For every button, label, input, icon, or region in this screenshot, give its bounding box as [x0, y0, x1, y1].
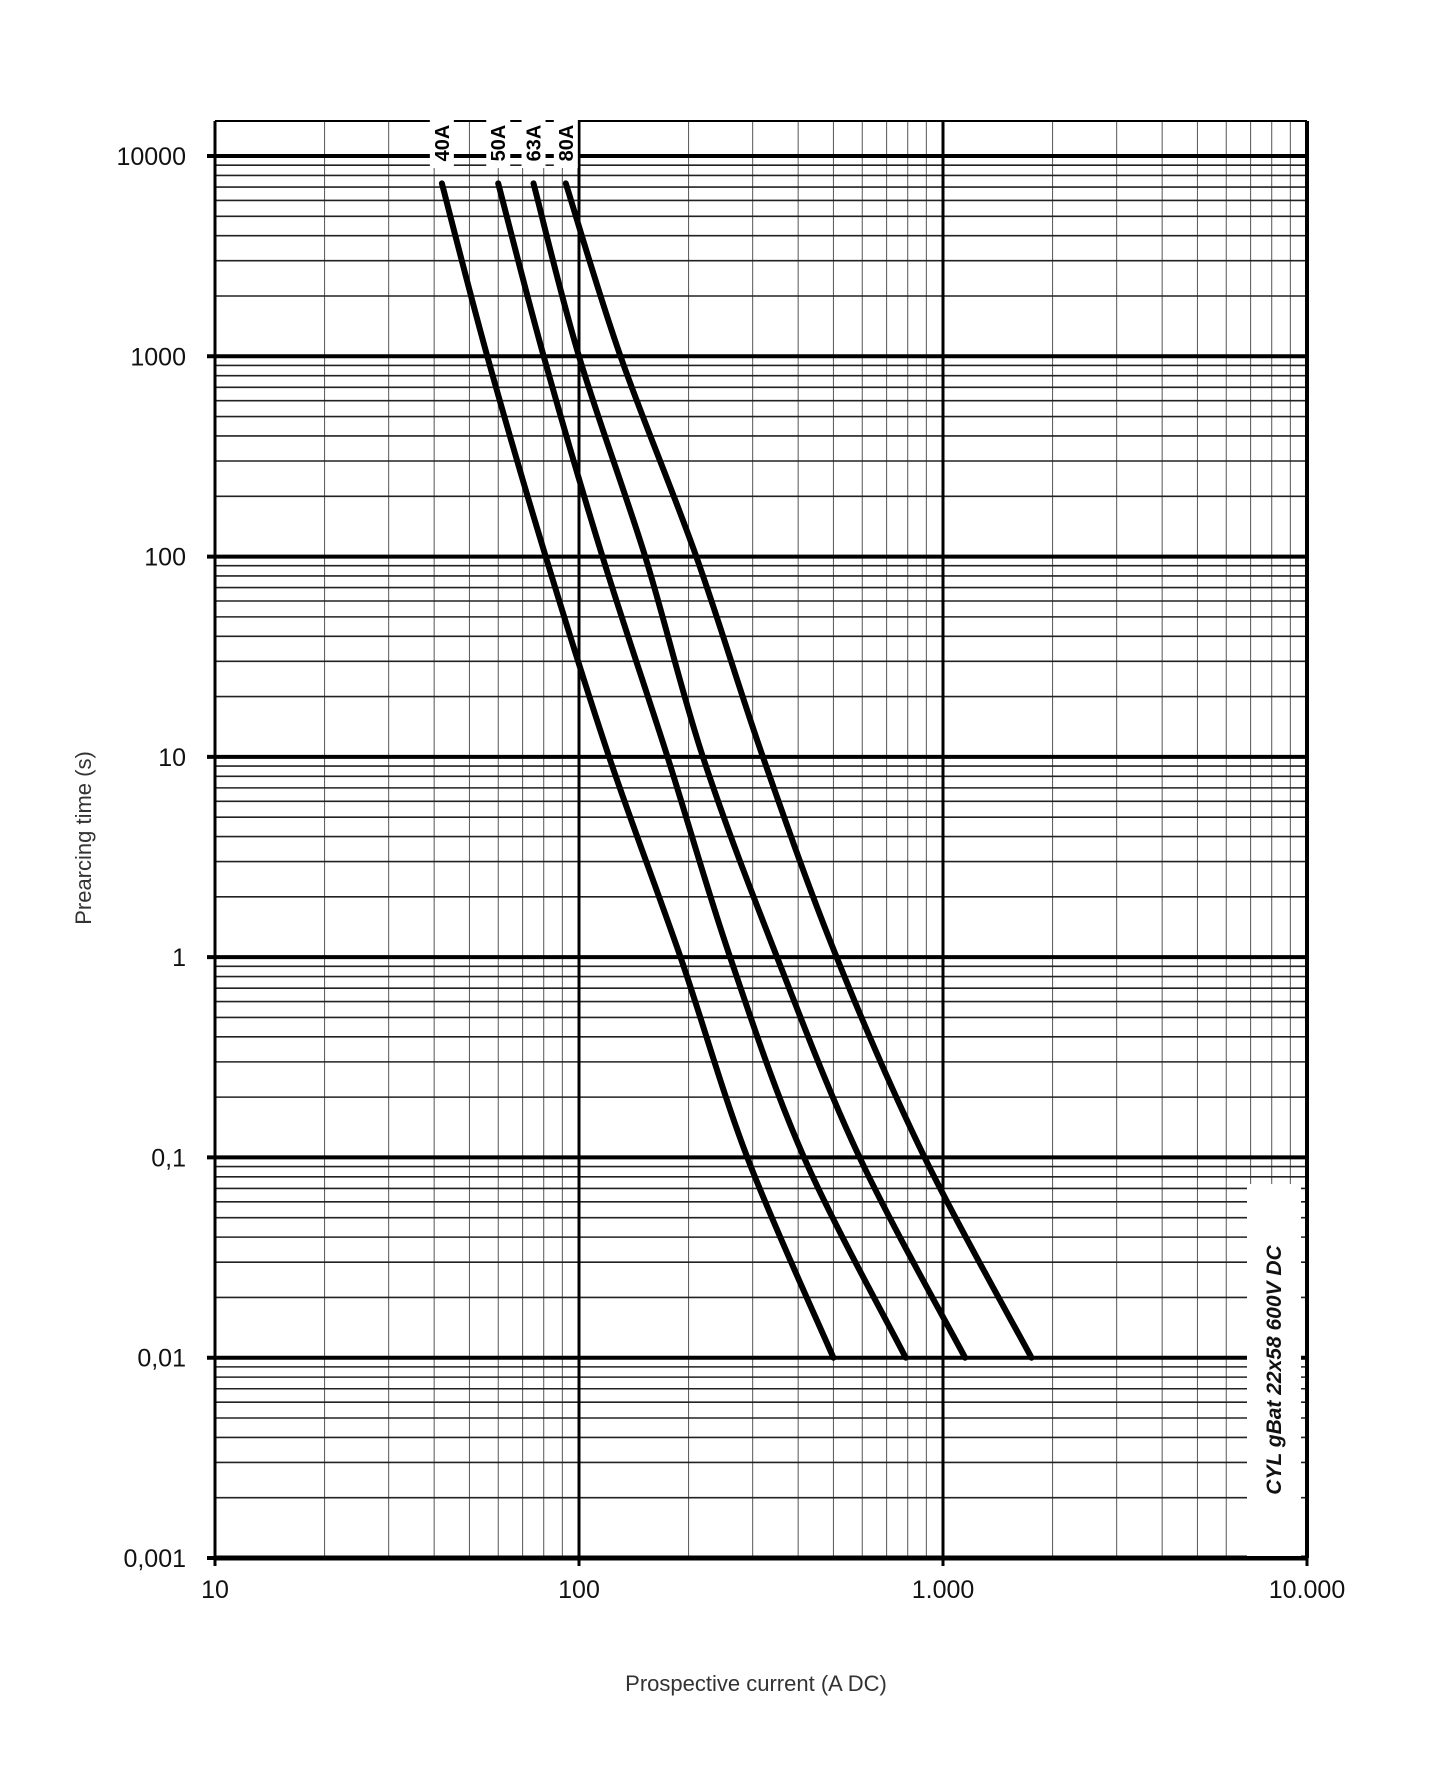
curve-63A	[530, 180, 969, 1361]
x-axis-label: Prospective current (A DC)	[625, 1671, 887, 1696]
curve-label-bg	[521, 118, 546, 168]
fuse-curves	[438, 180, 1035, 1361]
y-tick-label: 10000	[116, 143, 186, 171]
y-tick-label: 0,01	[137, 1345, 186, 1373]
x-tick-label: 1.000	[912, 1576, 975, 1604]
curve-label-80A: 80A	[556, 125, 578, 162]
y-tick-label: 1000	[130, 343, 186, 371]
y-axis-label: Prearcing time (s)	[71, 751, 96, 925]
plot-frame	[213, 120, 1309, 1561]
annotation-box	[1247, 1184, 1301, 1556]
grid-lines	[207, 121, 1309, 1566]
curve-label-bg	[486, 118, 511, 168]
curve-label-50A: 50A	[488, 125, 510, 162]
y-tick-label: 1	[172, 944, 186, 972]
curve-80A	[562, 180, 1035, 1361]
y-tick-label: 0,001	[123, 1545, 186, 1573]
x-tick-label: 100	[558, 1576, 600, 1604]
x-tick-label: 10	[201, 1576, 229, 1604]
curve-50A	[495, 180, 909, 1361]
curve-labels: 40A 50A 63A 80A	[429, 118, 578, 168]
annotation-text: CYL gBat 22x58 600V DC	[1263, 1244, 1286, 1494]
curve-label-bg	[429, 118, 454, 168]
y-tick-label: 0,1	[151, 1144, 186, 1172]
curve-label-bg	[553, 118, 578, 168]
y-tick-label: 10	[158, 744, 186, 772]
y-tick-label: 100	[144, 544, 186, 572]
x-tick-label: 10.000	[1269, 1576, 1345, 1604]
curve-40A	[438, 180, 837, 1361]
curve-label-40A: 40A	[432, 125, 454, 162]
axis-tick-labels: 10000 1000 100 10 1 0,1 0,01 0,001 10 100 1.000 10.…	[116, 143, 1345, 1604]
chart-annotation: CYL gBat 22x58 600V DC	[1247, 1184, 1301, 1556]
curve-label-63A: 63A	[524, 125, 546, 162]
